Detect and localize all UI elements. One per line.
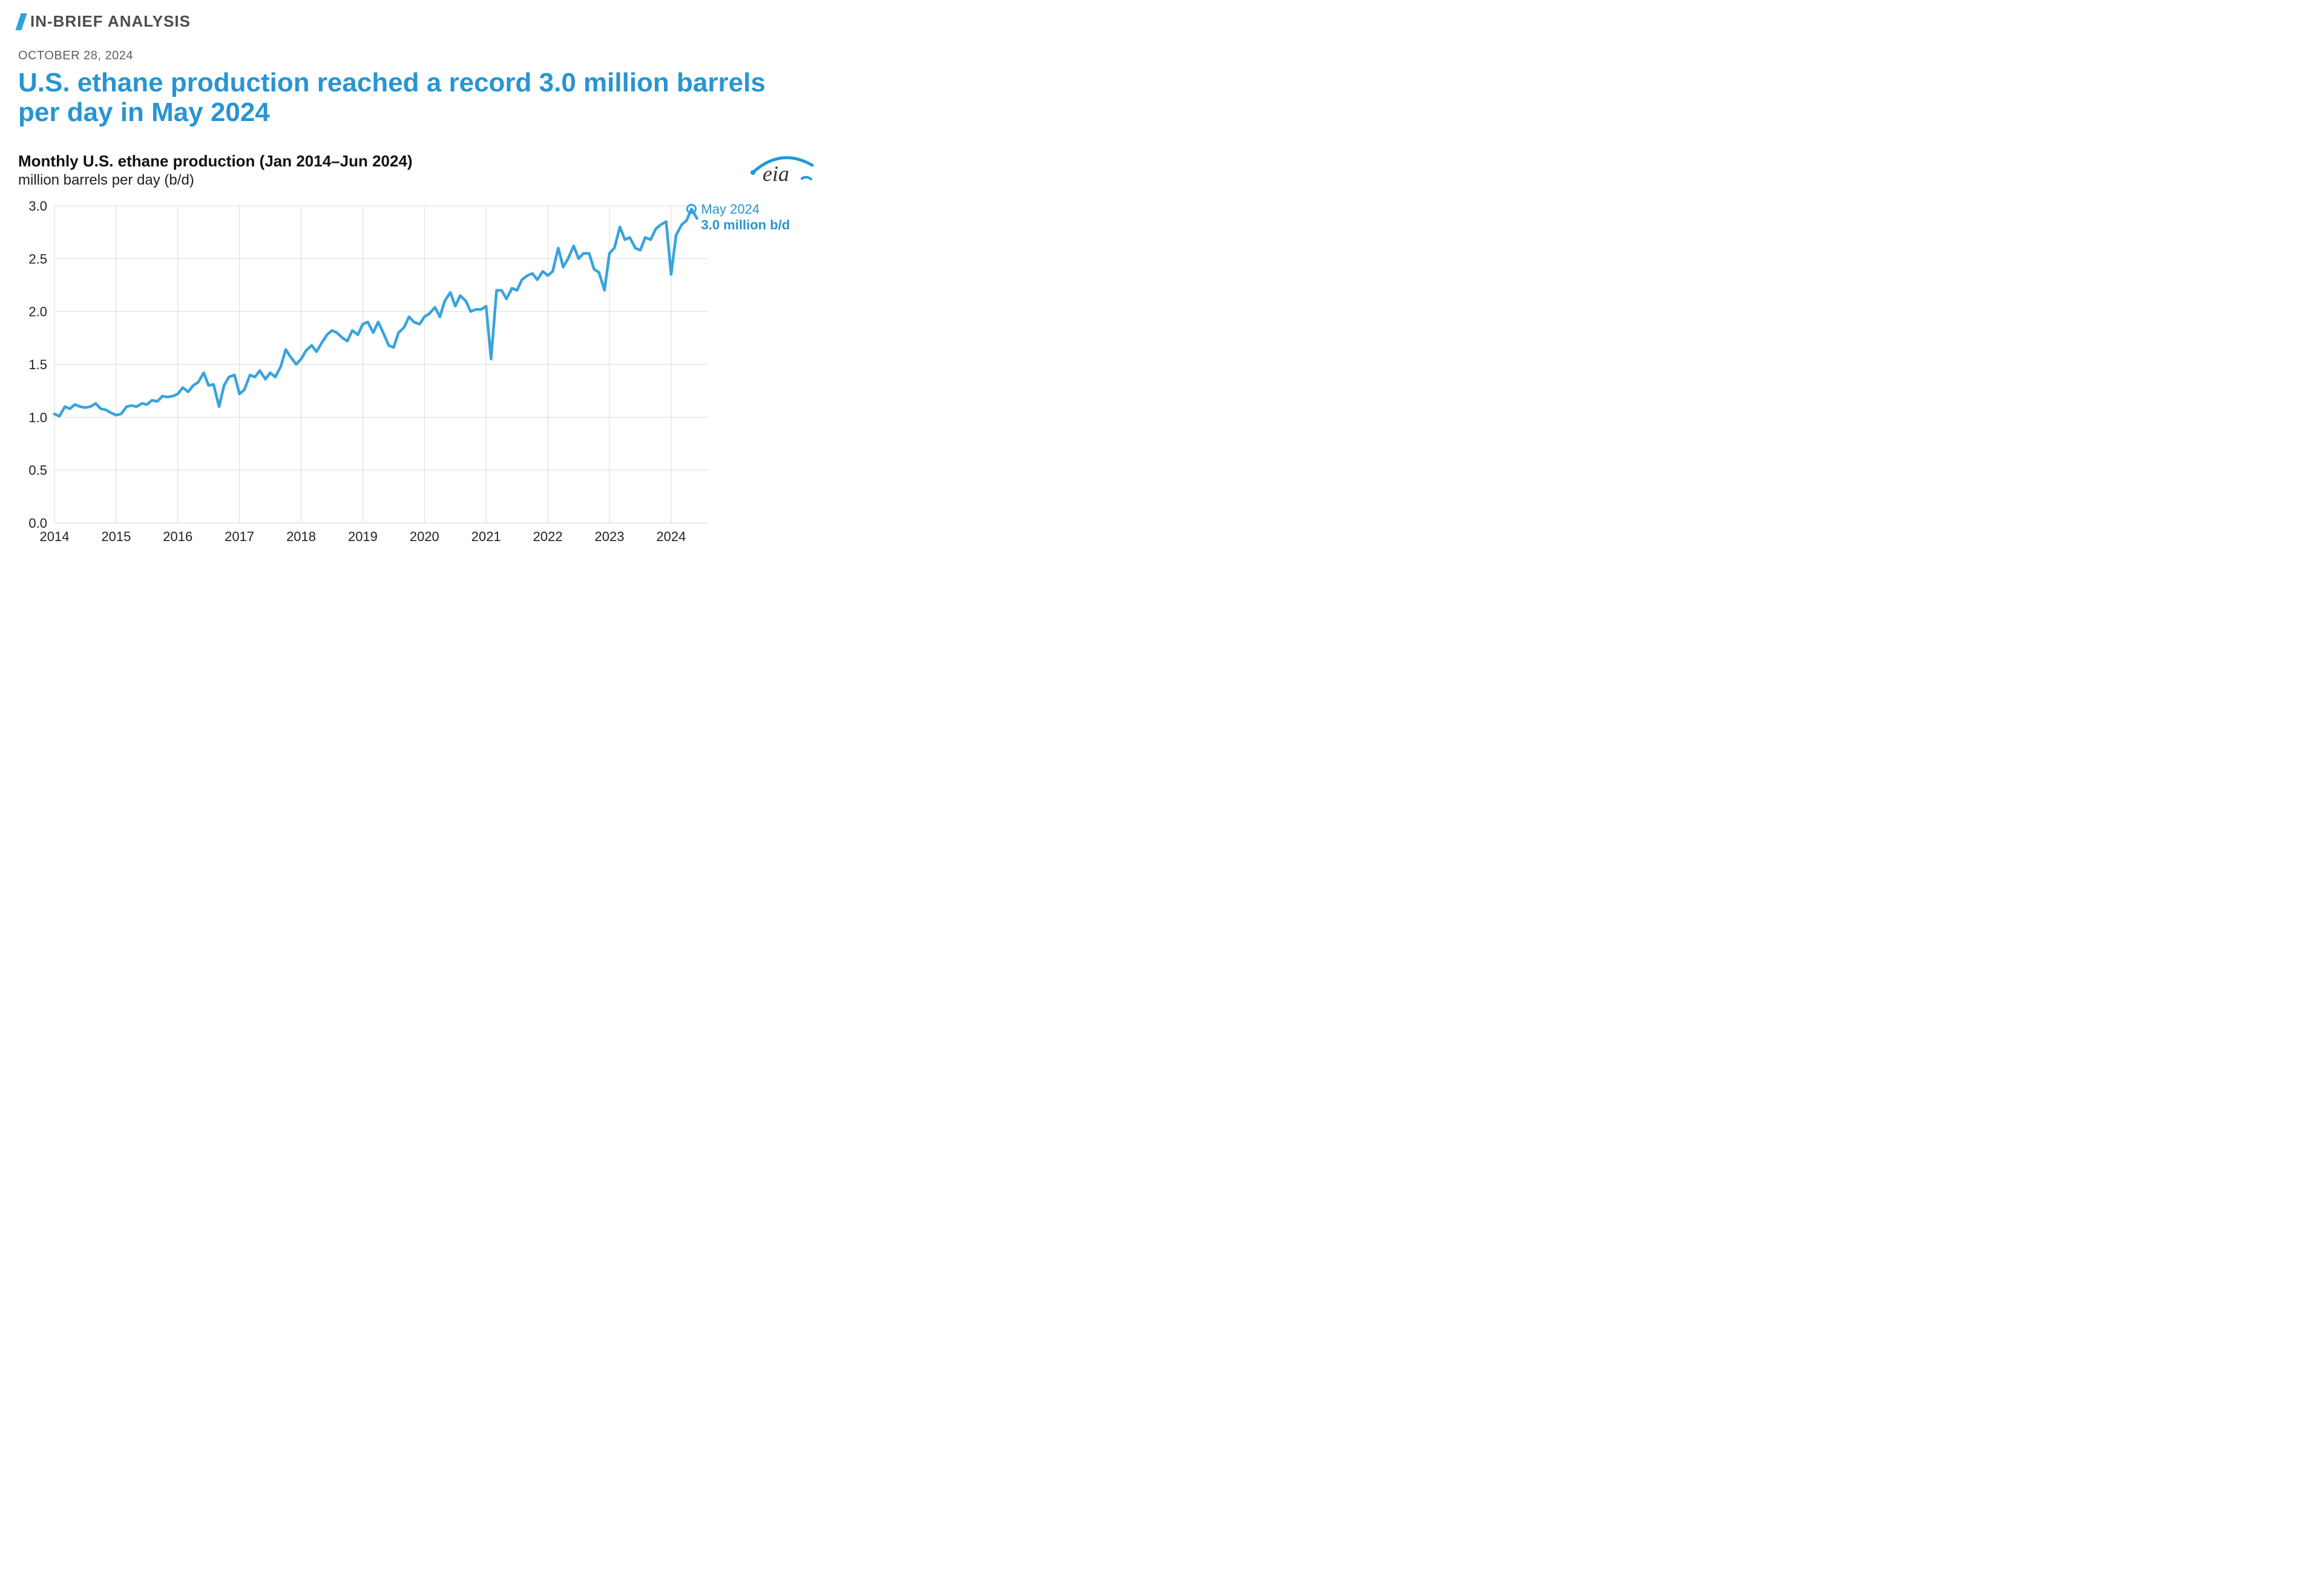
x-tick-label: 2014 [40, 529, 70, 544]
x-tick-label: 2024 [656, 529, 686, 544]
x-tick-label: 2021 [471, 529, 501, 544]
x-tick-label: 2015 [101, 529, 131, 544]
x-tick-label: 2023 [595, 529, 625, 544]
y-tick-label: 2.0 [28, 304, 47, 319]
eia-logo-icon: eia [744, 152, 817, 188]
chart-title: Monthly U.S. ethane production (Jan 2014… [18, 152, 413, 171]
x-tick-label: 2017 [225, 529, 254, 544]
headline: U.S. ethane production reached a record … [18, 68, 775, 128]
x-tick-label: 2020 [410, 529, 439, 544]
y-tick-label: 3.0 [28, 199, 47, 214]
y-tick-label: 1.5 [28, 357, 47, 372]
kicker-text: IN-BRIEF ANALYSIS [30, 12, 191, 31]
callout-line2: 3.0 million b/d [701, 217, 790, 232]
y-tick-label: 2.5 [28, 251, 47, 266]
y-tick-label: 0.5 [28, 462, 47, 478]
kicker: IN-BRIEF ANALYSIS [18, 12, 817, 31]
line-chart: 0.00.51.01.52.02.53.02014201520162017201… [18, 194, 817, 551]
dateline: OCTOBER 28, 2024 [18, 49, 817, 63]
kicker-slash-icon [15, 13, 27, 30]
x-tick-label: 2019 [348, 529, 378, 544]
y-tick-label: 1.0 [28, 410, 47, 425]
x-tick-label: 2016 [163, 529, 192, 544]
svg-text:eia: eia [763, 162, 789, 186]
chart-subtitle: million barrels per day (b/d) [18, 172, 413, 189]
x-tick-label: 2022 [533, 529, 563, 544]
ethane-production-series [54, 209, 697, 416]
x-tick-label: 2018 [286, 529, 316, 544]
callout-line1: May 2024 [701, 202, 760, 217]
